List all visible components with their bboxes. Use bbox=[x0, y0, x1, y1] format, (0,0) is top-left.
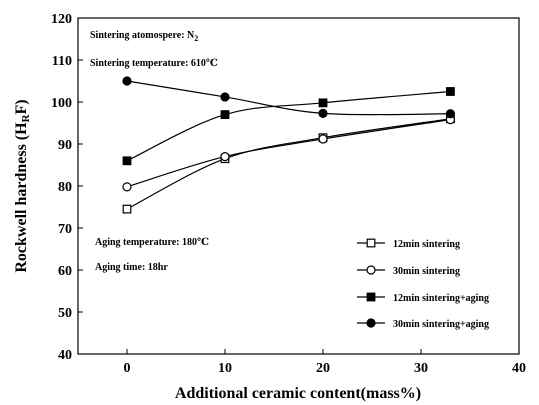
y-axis-title-end: F) bbox=[13, 99, 30, 114]
legend-item: 30min sintering bbox=[357, 265, 460, 277]
annotation-atmosphere-sub: 2 bbox=[194, 34, 198, 43]
annotation-aging-temperature: Aging temperature: 180℃ bbox=[95, 237, 209, 248]
y-tick-label: 110 bbox=[52, 54, 72, 69]
legend-label: 12min sintering+aging bbox=[393, 293, 489, 304]
legend: 12min sintering 30min sintering 12min sint… bbox=[357, 238, 489, 330]
legend-label: 12min sintering bbox=[393, 239, 460, 250]
y-axis-title-sub: R bbox=[20, 113, 32, 122]
annotation-atmosphere: Sintering atomospere: N2 bbox=[90, 30, 198, 43]
data-point bbox=[220, 92, 230, 102]
data-point bbox=[318, 108, 328, 118]
legend-marker bbox=[366, 292, 376, 302]
y-axis-title-main: Rockwell hardness (H bbox=[13, 122, 30, 273]
series-line bbox=[126, 118, 451, 210]
x-tick-label: 0 bbox=[124, 361, 131, 376]
series-layer bbox=[122, 76, 455, 214]
data-point bbox=[220, 152, 230, 162]
series-4 bbox=[122, 76, 455, 119]
data-point bbox=[122, 204, 132, 214]
series-2 bbox=[122, 115, 455, 192]
y-tick-label: 80 bbox=[58, 180, 72, 195]
y-tick-label: 50 bbox=[58, 306, 72, 321]
data-point bbox=[122, 156, 132, 166]
legend-label: 30min sintering bbox=[393, 266, 460, 277]
legend-marker bbox=[366, 265, 376, 275]
legend-label: 30min sintering+aging bbox=[393, 319, 489, 330]
data-point bbox=[445, 109, 455, 119]
y-tick-label: 70 bbox=[58, 222, 72, 237]
data-point bbox=[318, 98, 328, 108]
legend-item: 30min sintering+aging bbox=[357, 318, 489, 330]
data-point bbox=[220, 110, 230, 120]
y-tick-label: 60 bbox=[58, 264, 72, 279]
data-point bbox=[318, 134, 328, 144]
axis-ticks: 0 10 20 30 40 40 50 60 70 80 90 100 110 120 bbox=[51, 12, 526, 376]
series-3 bbox=[122, 87, 455, 166]
y-axis-title: Rockwell hardness (HRF) bbox=[13, 99, 32, 272]
legend-marker bbox=[366, 318, 376, 328]
x-axis-title: Additional ceramic content(mass%) bbox=[175, 385, 421, 402]
y-tick-label: 100 bbox=[51, 96, 72, 111]
y-tick-label: 40 bbox=[58, 348, 72, 363]
x-tick-label: 30 bbox=[414, 361, 428, 376]
legend-marker bbox=[366, 238, 376, 248]
annotation-atmosphere-text: Sintering atomospere: N bbox=[90, 30, 195, 41]
annotation-aging-time: Aging time: 18hr bbox=[95, 262, 168, 273]
annotation-sintering-temperature: Sintering temperature: 610℃ bbox=[90, 58, 218, 69]
series-line bbox=[126, 119, 451, 188]
series-1 bbox=[122, 114, 455, 214]
series-line bbox=[126, 90, 451, 162]
data-point bbox=[122, 182, 132, 192]
data-point bbox=[446, 87, 455, 96]
x-tick-label: 20 bbox=[316, 361, 330, 376]
legend-item: 12min sintering+aging bbox=[357, 292, 489, 304]
data-point bbox=[122, 76, 132, 86]
x-tick-label: 40 bbox=[512, 361, 526, 376]
y-tick-label: 120 bbox=[51, 12, 72, 27]
legend-item: 12min sintering bbox=[357, 238, 460, 250]
y-tick-label: 90 bbox=[58, 138, 72, 153]
series-line bbox=[126, 80, 451, 116]
x-tick-label: 10 bbox=[218, 361, 232, 376]
